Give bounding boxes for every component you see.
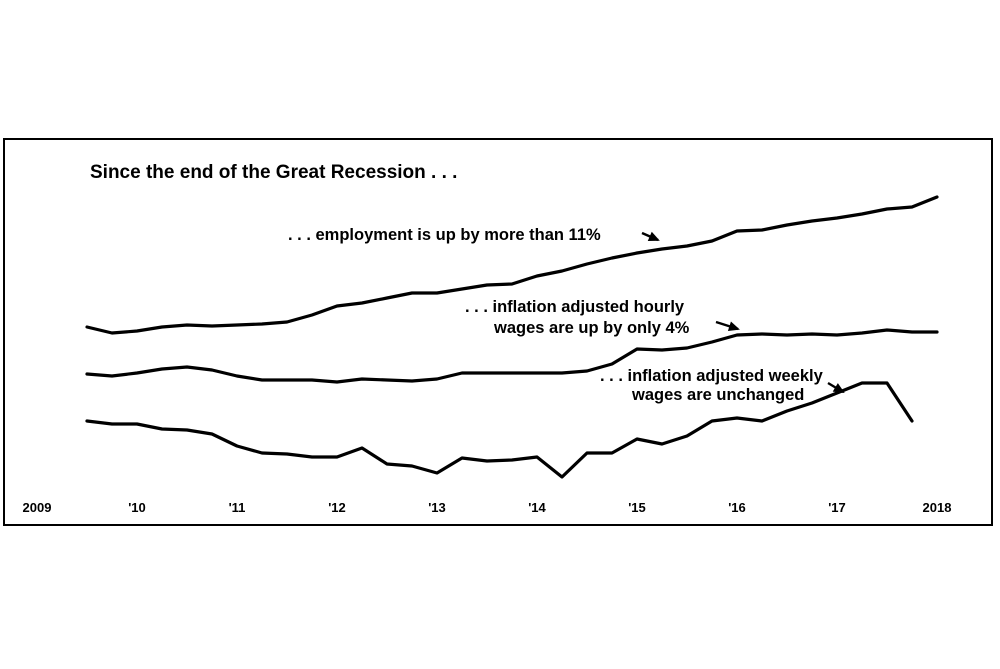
annotation-employment-line-1: . . . employment is up by more than 11%: [288, 226, 601, 244]
annotation-hourly-line-1: . . . inflation adjusted hourly: [465, 298, 685, 316]
annotation-arrowhead-employment: [647, 231, 660, 241]
x-tick-label: 2009: [23, 500, 52, 515]
annotation-arrowhead-hourly: [727, 321, 740, 332]
x-tick-label: '13: [428, 500, 446, 515]
x-tick-label: '17: [828, 500, 846, 515]
x-tick-label: 2018: [923, 500, 952, 515]
annotation-weekly-line-1: . . . inflation adjusted weekly: [600, 367, 824, 385]
annotation-weekly-line-2: wages are unchanged: [631, 386, 804, 404]
x-axis-ticks: 2009 '10 '11 '12 '13 '14 '15 '16 '17 2018: [23, 500, 952, 515]
series-line-weekly: [85, 381, 914, 479]
series-line-hourly: [85, 328, 939, 384]
x-tick-label: '12: [328, 500, 346, 515]
x-tick-label: '15: [628, 500, 646, 515]
x-tick-label: '10: [128, 500, 146, 515]
series-layer: [85, 195, 939, 479]
annotation-hourly-line-2: wages are up by only 4%: [493, 319, 690, 337]
chart-frame: [3, 138, 993, 526]
chart-title: Since the end of the Great Recession . .…: [90, 162, 457, 183]
annotation-layer: . . . employment is up by more than 11%.…: [288, 226, 845, 404]
x-tick-label: '11: [229, 500, 246, 515]
annotation-arrowhead-weekly: [832, 383, 845, 394]
x-tick-label: '16: [728, 500, 746, 515]
series-line-employment: [85, 195, 939, 335]
x-tick-label: '14: [528, 500, 546, 515]
